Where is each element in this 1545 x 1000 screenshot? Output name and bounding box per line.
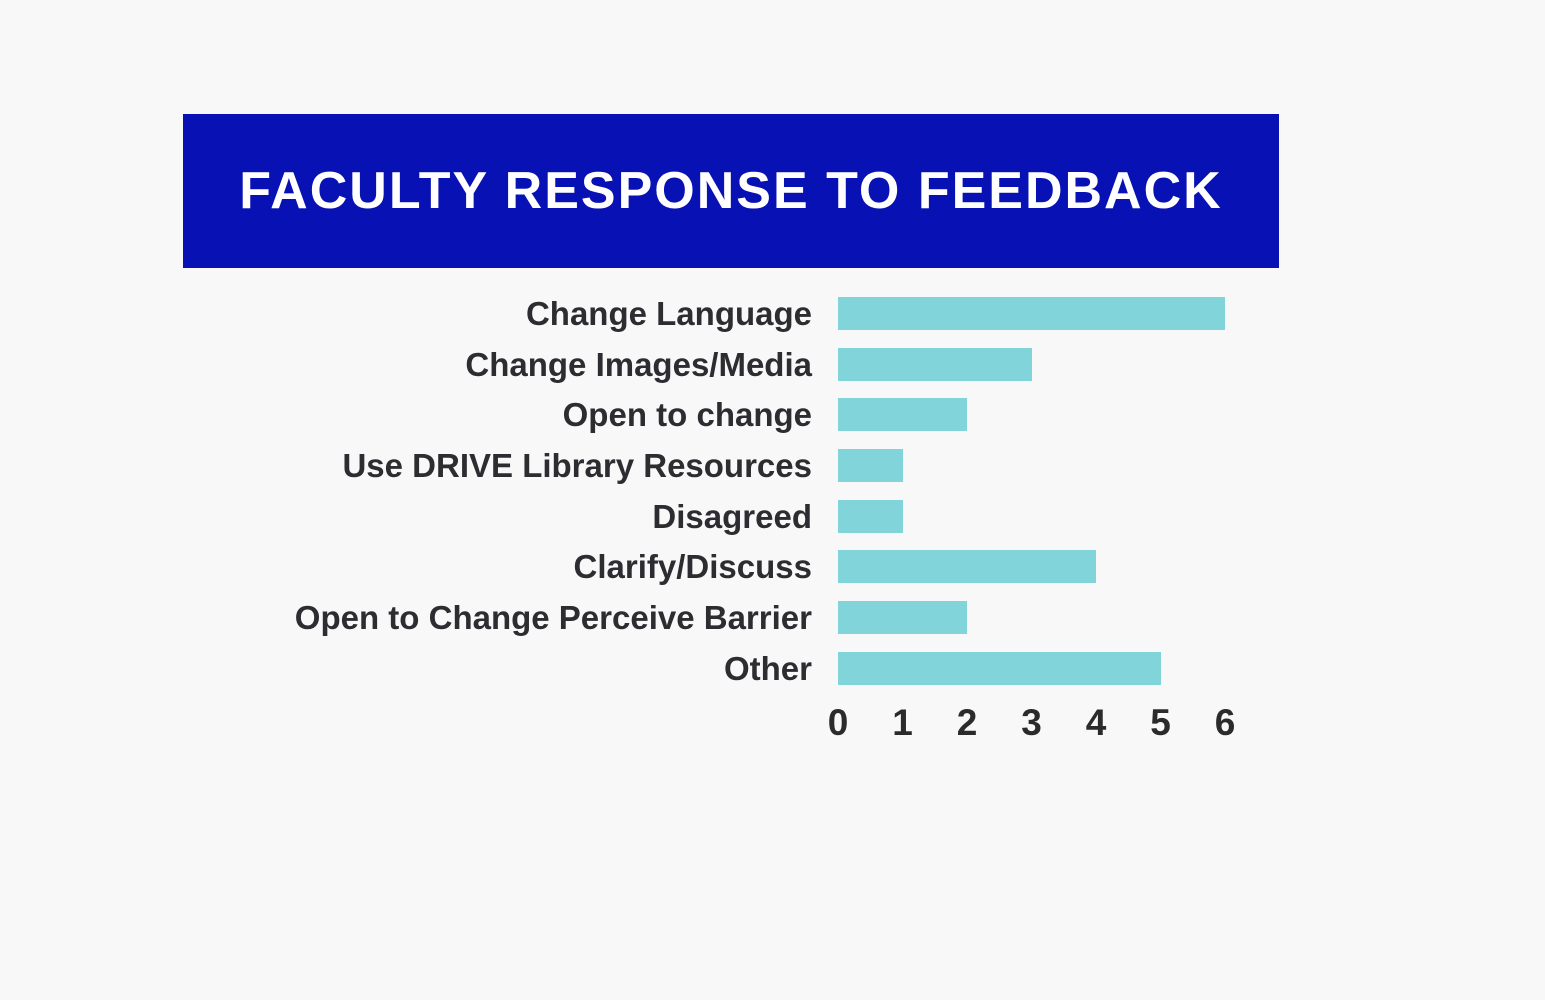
bar (838, 651, 1161, 685)
bar (838, 550, 1096, 584)
x-axis-tick-label: 1 (892, 701, 913, 743)
bar-chart: Change Language Change Images/Media Open t… (183, 288, 1343, 752)
x-axis-tick-label: 0 (827, 701, 849, 743)
chart-row: Open to Change Perceive Barrier (183, 592, 1343, 643)
x-axis-tick-label: 3 (1021, 701, 1042, 743)
chart-row: Clarify/Discuss (183, 541, 1343, 592)
chart-row: Other (183, 643, 1343, 694)
category-label: Clarify/Discuss (573, 548, 812, 586)
category-label: Change Language (525, 294, 812, 332)
chart-row: Use DRIVE Library Resources (183, 440, 1343, 491)
chart-row: Disagreed (183, 491, 1343, 542)
x-axis: 0 1 2 3 4 5 6 (828, 701, 1343, 752)
x-axis-tick-label: 4 (1085, 701, 1107, 743)
chart-row: Open to change (183, 389, 1343, 440)
x-axis-tick-label: 2 (956, 701, 978, 743)
bar (838, 398, 967, 432)
category-label: Open to Change Perceive Barrier (294, 598, 812, 636)
x-axis-tick-label: 5 (1150, 701, 1171, 743)
bar-chart-rows: Change Language Change Images/Media Open t… (183, 288, 1343, 694)
chart-title-banner: FACULTY RESPONSE TO FEEDBACK (183, 114, 1279, 268)
bar (838, 448, 903, 482)
chart-title: FACULTY RESPONSE TO FEEDBACK (239, 162, 1223, 220)
category-label: Open to change (562, 396, 812, 434)
category-label: Other (723, 649, 812, 687)
chart-row: Change Language (183, 288, 1343, 339)
bar (838, 499, 903, 533)
category-label: Use DRIVE Library Resources (342, 446, 812, 484)
bar (838, 347, 1032, 381)
category-label: Change Images/Media (465, 345, 812, 383)
x-axis-tick-label: 6 (1214, 701, 1236, 743)
bar (838, 296, 1225, 330)
chart-row: Change Images/Media (183, 339, 1343, 390)
bar (838, 600, 967, 634)
category-label: Disagreed (652, 497, 812, 535)
